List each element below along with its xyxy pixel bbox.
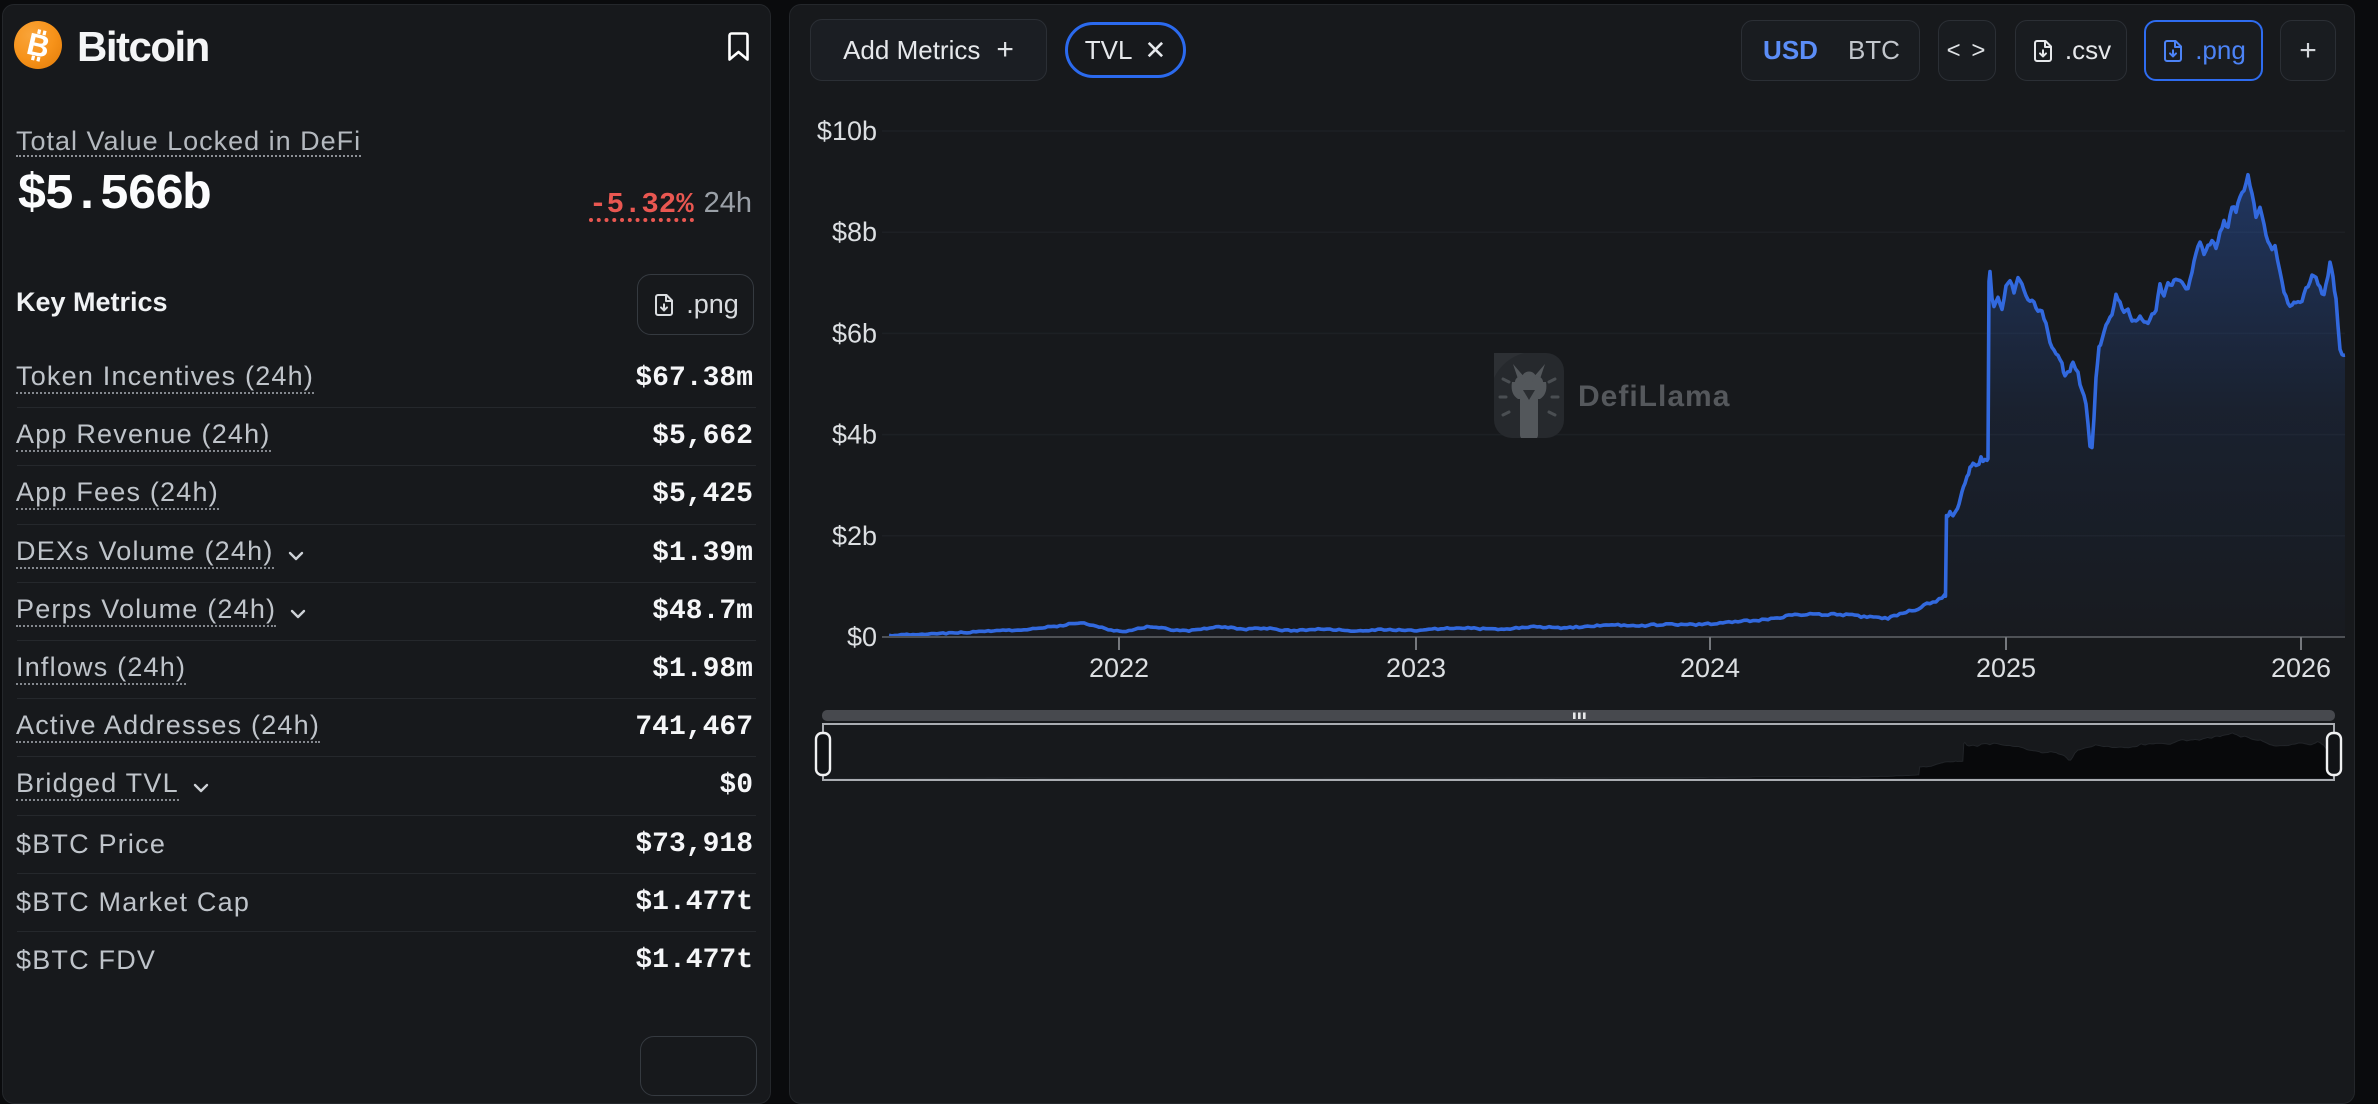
svg-text:2022: 2022 (1089, 653, 1149, 683)
svg-text:DefiLlama: DefiLlama (1578, 380, 1730, 413)
svg-text:2026: 2026 (2271, 653, 2331, 683)
svg-text:$8b: $8b (832, 217, 877, 247)
svg-text:$10b: $10b (817, 116, 877, 146)
svg-text:$2b: $2b (832, 521, 877, 551)
svg-text:2023: 2023 (1386, 653, 1446, 683)
svg-text:$4b: $4b (832, 420, 877, 450)
svg-text:$0: $0 (847, 622, 877, 652)
svg-text:2024: 2024 (1680, 653, 1740, 683)
svg-text:2025: 2025 (1976, 653, 2036, 683)
svg-text:$6b: $6b (832, 318, 877, 348)
